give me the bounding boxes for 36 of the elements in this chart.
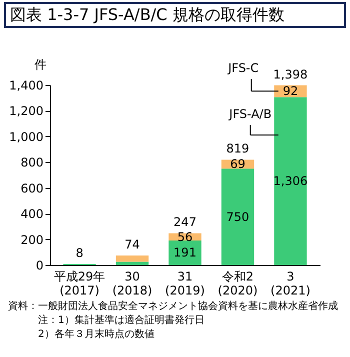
data-label: 92 — [282, 84, 298, 98]
bar — [116, 255, 149, 262]
y-tick-label: 400 — [20, 207, 44, 222]
data-label: 69 — [230, 157, 246, 172]
y-tick-label: 200 — [20, 232, 44, 247]
bar — [168, 240, 202, 265]
x-tick-label: 30 (2018) — [112, 270, 152, 298]
x-tick-label: 令和2 (2020) — [218, 270, 258, 298]
bar — [221, 168, 254, 265]
series-label: JFS-C — [227, 61, 259, 75]
total-label: 1,398 — [273, 67, 308, 82]
x-tick-label: 31 (2019) — [165, 270, 205, 298]
series-label: JFS-A/B — [228, 107, 272, 122]
y-axis-title: 件 — [34, 58, 46, 72]
bar — [116, 262, 149, 265]
data-label: 191 — [174, 246, 196, 260]
y-tick-label: 600 — [20, 181, 44, 196]
text: 資料：一般財団法人食品安全マネジメント協会資料を基に農林水産省作成 — [8, 300, 339, 314]
bar — [274, 97, 307, 265]
chart-title: 図表 1-3-7 JFS-A/B/C 規格の取得件数 — [4, 2, 346, 28]
text: 2）各年３月末時点の数値 — [37, 328, 156, 342]
y-tick-label: 1,400 — [9, 78, 44, 92]
total-label: 74 — [124, 237, 140, 252]
total-label: 819 — [226, 142, 250, 156]
y-tick-label: 1,000 — [9, 130, 44, 144]
x-tick-label: 3 (2021) — [270, 270, 310, 298]
data-label: 56 — [177, 230, 193, 244]
y-tick-label: 0 — [36, 258, 44, 272]
data-label: 1,306 — [273, 174, 308, 188]
total-label: 247 — [174, 215, 196, 230]
x-tick-label: 平成29年 (2017) — [54, 270, 106, 298]
data-label: 750 — [226, 210, 250, 224]
text: 注：1）集計基準は適合証明書発行日 — [37, 314, 206, 328]
y-tick-label: 800 — [20, 156, 44, 170]
y-tick-label: 1,200 — [9, 104, 44, 118]
total-label: 8 — [76, 246, 84, 260]
